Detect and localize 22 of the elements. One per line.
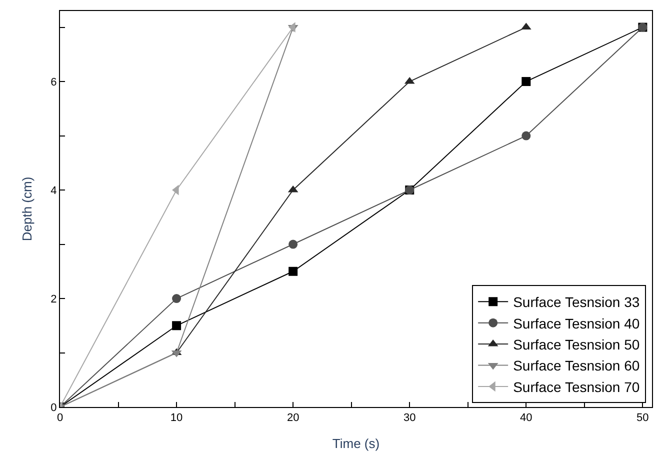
y-tick-label: 6	[50, 76, 57, 88]
legend-label: Surface Tesnsion 33	[513, 294, 640, 310]
y-axis-title: Depth (cm)	[20, 176, 35, 242]
legend-label: Surface Tesnsion 50	[513, 336, 640, 352]
x-tick-label: 10	[170, 412, 183, 424]
point	[288, 240, 298, 249]
legend-label: Surface Tesnsion 60	[513, 358, 640, 374]
point	[172, 294, 182, 304]
x-tick-label: 50	[636, 412, 649, 424]
x-tick-label: 40	[520, 412, 532, 424]
x-tick-label: 30	[403, 412, 416, 424]
y-tick-label: 0	[50, 402, 57, 414]
point	[522, 77, 531, 86]
y-tick-label: 2	[50, 293, 57, 306]
x-tick-label: 20	[286, 412, 300, 424]
legend-label: Surface Tesnsion 40	[513, 315, 640, 332]
y-tick-label: 4	[50, 184, 57, 197]
legend-label: Surface Tesnsion 70	[513, 378, 640, 395]
point	[288, 266, 298, 276]
point	[172, 321, 182, 330]
x-axis-title: Time (s)	[332, 436, 380, 451]
point	[522, 131, 531, 140]
